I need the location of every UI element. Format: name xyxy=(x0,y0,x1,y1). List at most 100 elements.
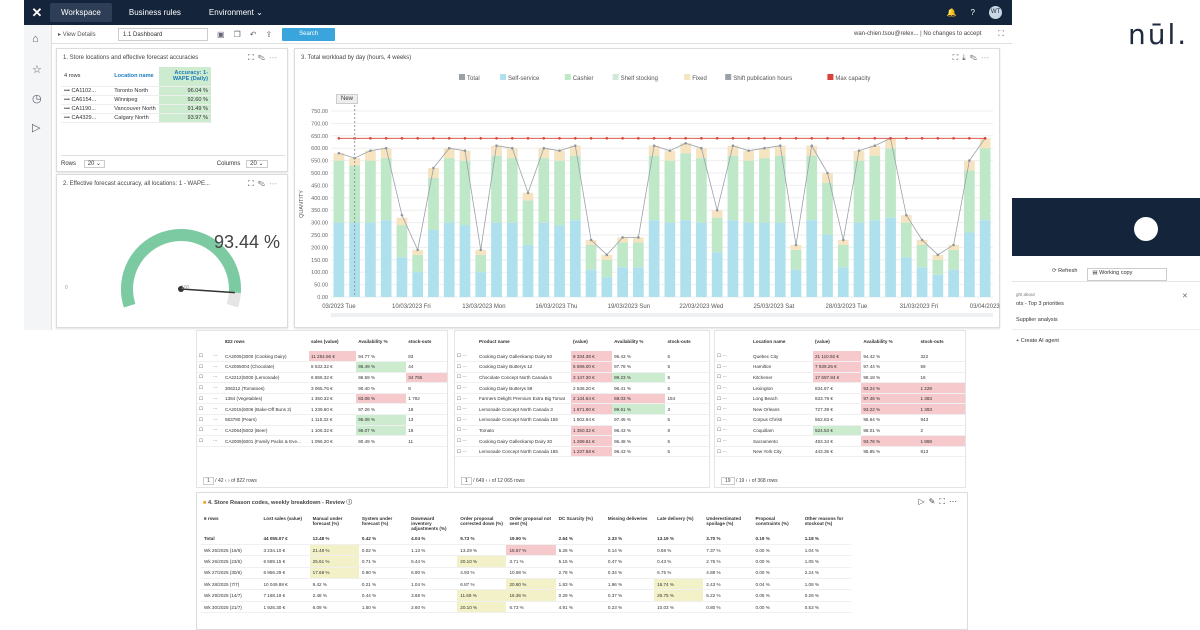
table-row[interactable]: Wk 27/2025 (30/6) 6 956.29 €17.68 % 0.90 %… xyxy=(201,567,851,580)
bar-segment[interactable] xyxy=(727,155,739,221)
total-point[interactable] xyxy=(605,253,609,257)
max-capacity-point[interactable] xyxy=(432,136,435,140)
save-icon[interactable]: ▣ xyxy=(217,29,225,39)
max-capacity-point[interactable] xyxy=(668,136,672,140)
copy-icon[interactable]: ❐ xyxy=(233,29,241,39)
bar-segment[interactable] xyxy=(916,267,928,297)
row-checkbox[interactable]: ☐ ⋯ xyxy=(715,414,751,426)
bar-segment[interactable] xyxy=(522,244,534,297)
bar-segment[interactable] xyxy=(632,267,644,297)
row-menu-icon[interactable]: ⋯ xyxy=(211,372,223,384)
legend-label[interactable]: Shelf stocking xyxy=(621,76,658,82)
max-capacity-point[interactable] xyxy=(574,136,577,140)
table-row[interactable]: ☐ ⋯ 306212 (Tomatoes) 3 065.76 €90.40 % 8 xyxy=(197,382,447,394)
table-b-col-product[interactable]: Product name xyxy=(479,338,510,344)
max-capacity-point[interactable] xyxy=(447,136,451,140)
bar-segment[interactable] xyxy=(585,239,597,245)
max-capacity-point[interactable] xyxy=(526,136,530,140)
bar-segment[interactable] xyxy=(554,150,565,161)
bar-segment[interactable] xyxy=(538,148,550,159)
max-capacity-point[interactable] xyxy=(873,136,877,140)
bar-segment[interactable] xyxy=(696,158,707,223)
avatar[interactable]: WT xyxy=(989,6,1002,19)
row-checkbox[interactable]: ☐ ⋯ xyxy=(455,414,477,426)
max-capacity-point[interactable] xyxy=(763,136,766,140)
bar-segment[interactable] xyxy=(932,274,944,297)
bar-segment[interactable] xyxy=(632,242,644,268)
share-icon[interactable]: ⇪ xyxy=(265,29,273,39)
bar-segment[interactable] xyxy=(885,138,896,149)
row-checkbox[interactable]: ☐ ⋯ xyxy=(455,351,477,363)
legend-swatch[interactable] xyxy=(459,74,465,80)
total-point[interactable] xyxy=(826,171,829,175)
bar-segment[interactable] xyxy=(916,244,928,268)
bar-segment[interactable] xyxy=(648,145,660,156)
max-capacity-point[interactable] xyxy=(384,136,388,140)
total-point[interactable] xyxy=(668,149,672,152)
table-c-col-stockouts[interactable]: stock-outs xyxy=(920,338,944,344)
working-copy-select[interactable]: ▤ Working copy xyxy=(1087,268,1168,281)
bar-segment[interactable] xyxy=(506,158,518,223)
bar-segment[interactable] xyxy=(396,225,408,258)
table-row[interactable]: ☐ ⋯ Corpus Christi 552.83 €95.64 % 943 xyxy=(715,414,965,426)
total-point[interactable] xyxy=(542,146,546,150)
total-point[interactable] xyxy=(574,144,577,148)
table-row[interactable]: ☐ ⋯ Hamilton 7 939.25 €97.44 % 59 xyxy=(715,361,965,373)
max-capacity-point[interactable] xyxy=(652,136,656,140)
bar-segment[interactable] xyxy=(475,254,487,273)
row-checkbox[interactable]: ☐ ⋯ xyxy=(455,403,477,416)
table-row[interactable]: ☐ ⋯ Farmers Delight Premium Extra Big Tom… xyxy=(455,393,709,405)
bar-segment[interactable] xyxy=(475,249,487,255)
table-row[interactable]: Wk 29/2025 (14/7) 7 168.19 €2.48 % 0.44 % 3… xyxy=(201,589,851,602)
bell-icon[interactable]: 🔔 xyxy=(946,8,957,17)
legend-label[interactable]: Shift publication hours xyxy=(733,76,792,82)
bar-segment[interactable] xyxy=(569,145,581,156)
bar-segment[interactable] xyxy=(727,220,739,297)
bar-segment[interactable] xyxy=(853,160,865,223)
reason-col-header[interactable]: DC Scarcity (%) xyxy=(558,516,593,521)
clock-icon[interactable]: ◷ xyxy=(32,93,42,105)
bar-segment[interactable] xyxy=(569,220,581,297)
max-capacity-point[interactable] xyxy=(369,136,372,140)
bar-segment[interactable] xyxy=(696,148,707,159)
total-point[interactable] xyxy=(558,149,561,152)
row-checkbox[interactable]: ☐ xyxy=(197,351,211,363)
table-a-page-input[interactable]: 1 xyxy=(203,477,214,485)
columns-select[interactable]: 20 ⌄ xyxy=(246,160,268,168)
bar-segment[interactable] xyxy=(538,158,550,223)
legend-swatch[interactable] xyxy=(500,74,506,80)
row-checkbox[interactable]: ☐ ⋯ xyxy=(455,435,477,447)
max-capacity-point[interactable] xyxy=(826,136,829,140)
row-menu-icon[interactable]: ⋯ xyxy=(211,393,223,405)
row-checkbox[interactable]: ☐ xyxy=(197,425,211,437)
table-row[interactable]: ☐ ⋯ Cooking Dairy Gallenkamp Dairy 50 9 33… xyxy=(455,351,709,363)
legend-label[interactable]: Self-service xyxy=(508,76,540,82)
max-capacity-point[interactable] xyxy=(589,136,593,140)
table-row[interactable]: ☐ ⋯ Sacramento 493.34 €93.76 % 1 888 xyxy=(715,435,965,447)
table-row[interactable]: ••• CA6154... Winnipeg 92.60 % xyxy=(61,95,211,105)
close-icon[interactable]: ✕ xyxy=(1182,293,1188,300)
table-b-col-stockouts[interactable]: stock-outs xyxy=(667,338,691,344)
bar-segment[interactable] xyxy=(963,232,975,297)
total-point[interactable] xyxy=(510,146,514,150)
total-point[interactable] xyxy=(621,236,624,239)
row-menu-icon[interactable]: ••• xyxy=(64,114,70,121)
row-checkbox[interactable]: ☐ ⋯ xyxy=(455,372,477,384)
max-capacity-point[interactable] xyxy=(920,136,924,140)
bar-segment[interactable] xyxy=(491,222,502,297)
row-menu-icon[interactable]: ⋯ xyxy=(211,351,223,363)
row-checkbox[interactable]: ☐ ⋯ xyxy=(455,425,477,437)
bar-segment[interactable] xyxy=(664,222,676,297)
panel1-actions[interactable]: ⛶✎⋯ xyxy=(248,53,281,62)
reason-col-header[interactable]: Missing deliveries xyxy=(607,516,648,521)
reason-col-header[interactable]: Underestimated spoilage (%) xyxy=(706,516,741,526)
row-checkbox[interactable]: ☐ ⋯ xyxy=(715,446,751,458)
bar-segment[interactable] xyxy=(412,249,424,255)
legend-swatch[interactable] xyxy=(725,74,732,80)
row-checkbox[interactable]: ☐ ⋯ xyxy=(455,361,477,373)
row-checkbox[interactable]: ☐ ⋯ xyxy=(455,446,477,458)
row-checkbox[interactable]: ☐ xyxy=(197,435,211,447)
bar-segment[interactable] xyxy=(648,220,660,297)
bar-segment[interactable] xyxy=(412,254,424,273)
